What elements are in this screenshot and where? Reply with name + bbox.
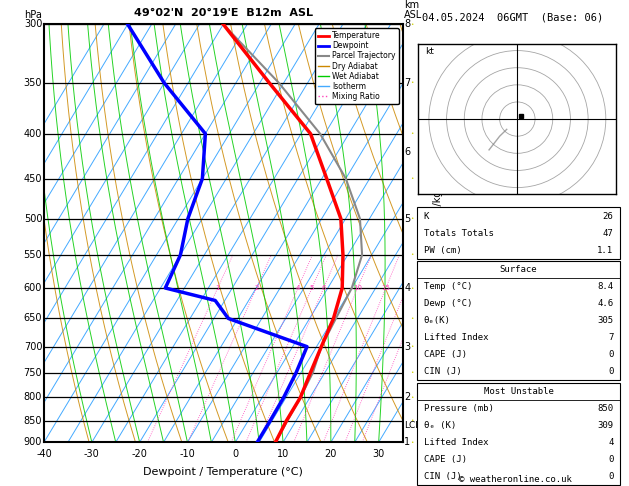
Text: 3: 3: [404, 342, 411, 352]
Text: K: K: [424, 211, 429, 221]
Text: 30: 30: [372, 449, 385, 458]
Text: 04.05.2024  06GMT  (Base: 06): 04.05.2024 06GMT (Base: 06): [422, 12, 603, 22]
Text: 7: 7: [608, 333, 613, 343]
Text: Totals Totals: Totals Totals: [424, 228, 494, 238]
Text: Lifted Index: Lifted Index: [424, 438, 488, 447]
Text: Surface: Surface: [500, 265, 537, 274]
Text: •: •: [410, 395, 414, 400]
Text: 300: 300: [24, 19, 42, 29]
Text: CIN (J): CIN (J): [424, 367, 462, 377]
Text: 1: 1: [215, 285, 220, 291]
Legend: Temperature, Dewpoint, Parcel Trajectory, Dry Adiabat, Wet Adiabat, Isotherm, Mi: Temperature, Dewpoint, Parcel Trajectory…: [314, 28, 399, 104]
Text: 850: 850: [598, 404, 613, 413]
Bar: [418, 261, 620, 381]
Text: 800: 800: [24, 393, 42, 402]
Text: •: •: [410, 176, 414, 181]
Text: 8: 8: [404, 19, 411, 29]
Text: 10: 10: [353, 285, 362, 291]
Text: Pressure (mb): Pressure (mb): [424, 404, 494, 413]
Text: 6: 6: [404, 147, 411, 157]
Text: 6: 6: [321, 285, 326, 291]
Text: 1: 1: [404, 437, 411, 447]
Text: kt: kt: [425, 47, 434, 56]
Text: •: •: [410, 285, 414, 291]
Text: 47: 47: [603, 228, 613, 238]
Text: 10: 10: [277, 449, 289, 458]
Text: CIN (J): CIN (J): [424, 472, 462, 481]
Text: -30: -30: [84, 449, 100, 458]
Text: 49°02'N  20°19'E  B12m  ASL: 49°02'N 20°19'E B12m ASL: [134, 8, 313, 18]
Text: km
ASL: km ASL: [404, 0, 423, 20]
Text: 20: 20: [325, 449, 337, 458]
Text: 4: 4: [608, 438, 613, 447]
Text: 650: 650: [24, 313, 42, 324]
Text: •: •: [410, 344, 414, 349]
Text: 0: 0: [608, 455, 613, 464]
Text: 850: 850: [24, 416, 42, 426]
Text: Dewpoint / Temperature (°C): Dewpoint / Temperature (°C): [143, 468, 303, 477]
Text: •: •: [410, 216, 414, 221]
Text: 0: 0: [608, 367, 613, 377]
Text: 4: 4: [296, 285, 300, 291]
Text: 350: 350: [24, 78, 42, 88]
Text: 0: 0: [608, 350, 613, 360]
Text: •: •: [410, 252, 414, 258]
Text: 0: 0: [232, 449, 238, 458]
Text: 15: 15: [381, 285, 390, 291]
Text: 450: 450: [24, 174, 42, 184]
Text: 305: 305: [598, 316, 613, 326]
Text: Most Unstable: Most Unstable: [484, 387, 554, 396]
Text: 5: 5: [310, 285, 314, 291]
Text: Dewp (°C): Dewp (°C): [424, 299, 472, 309]
Text: -10: -10: [179, 449, 196, 458]
Text: θₑ (K): θₑ (K): [424, 421, 456, 430]
Text: 2: 2: [404, 393, 411, 402]
Text: 0: 0: [608, 472, 613, 481]
Text: 750: 750: [24, 368, 42, 378]
Bar: [418, 208, 620, 259]
Text: 309: 309: [598, 421, 613, 430]
Text: •: •: [410, 316, 414, 321]
Text: PW (cm): PW (cm): [424, 245, 462, 255]
Bar: [418, 383, 620, 486]
Text: © weatheronline.co.uk: © weatheronline.co.uk: [459, 474, 572, 484]
Text: •: •: [410, 81, 414, 86]
Text: 550: 550: [24, 250, 42, 260]
Text: -20: -20: [131, 449, 148, 458]
Text: Lifted Index: Lifted Index: [424, 333, 488, 343]
Text: 600: 600: [24, 283, 42, 293]
Text: Temp (°C): Temp (°C): [424, 282, 472, 291]
Text: •: •: [410, 370, 414, 375]
Text: •: •: [410, 22, 414, 27]
Text: 4.6: 4.6: [598, 299, 613, 309]
Text: 4: 4: [404, 283, 411, 293]
Text: 26: 26: [603, 211, 613, 221]
Text: LCL: LCL: [404, 421, 421, 430]
Text: •: •: [410, 131, 414, 136]
Text: •: •: [410, 418, 414, 423]
Text: -40: -40: [36, 449, 52, 458]
Text: 2: 2: [254, 285, 259, 291]
Text: 8.4: 8.4: [598, 282, 613, 291]
Text: 5: 5: [404, 214, 411, 224]
Text: CAPE (J): CAPE (J): [424, 455, 467, 464]
Text: •: •: [410, 440, 414, 445]
Text: 700: 700: [24, 342, 42, 352]
Text: 20: 20: [402, 285, 411, 291]
Text: θₑ(K): θₑ(K): [424, 316, 450, 326]
Text: 900: 900: [24, 437, 42, 447]
Text: 7: 7: [404, 78, 411, 88]
Text: hPa: hPa: [25, 10, 42, 20]
Text: 1.1: 1.1: [598, 245, 613, 255]
Text: CAPE (J): CAPE (J): [424, 350, 467, 360]
Text: 500: 500: [24, 214, 42, 224]
Text: 400: 400: [24, 129, 42, 139]
Text: Mixing Ratio (g/kg): Mixing Ratio (g/kg): [433, 187, 443, 279]
